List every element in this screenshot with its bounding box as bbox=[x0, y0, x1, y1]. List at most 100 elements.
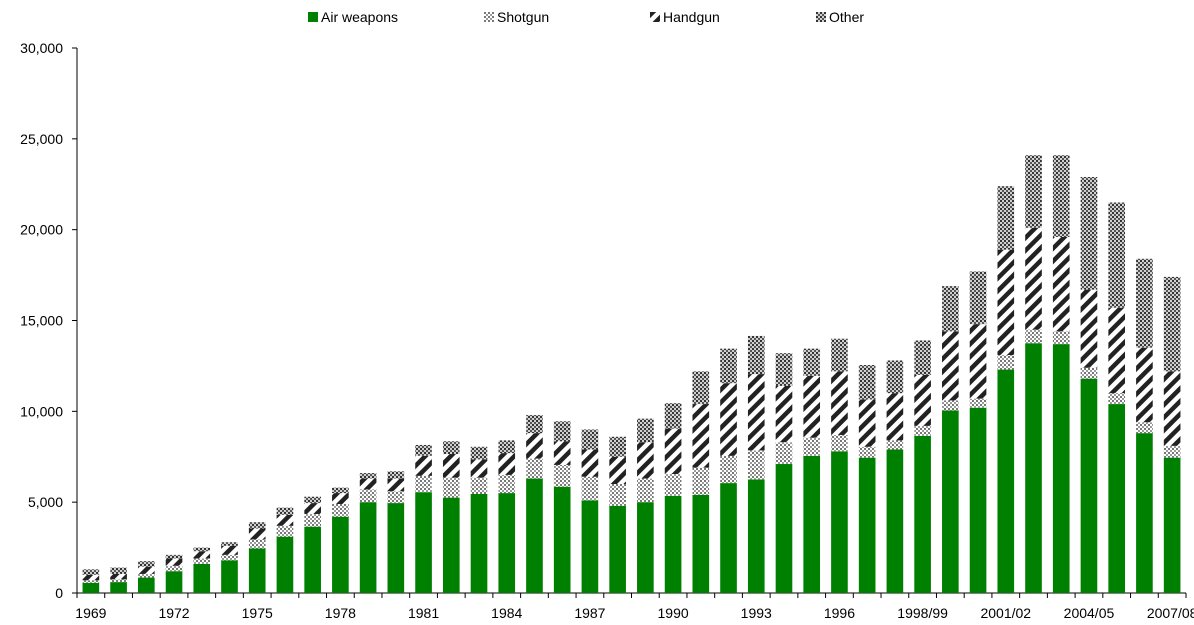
bar-segment-shotgun bbox=[803, 437, 821, 456]
bar-segment-handgun bbox=[581, 449, 599, 477]
bar-segment-handgun bbox=[609, 456, 626, 484]
legend-swatch bbox=[650, 12, 660, 22]
bar-segment-air-weapons bbox=[720, 483, 737, 593]
bar-segment-shotgun bbox=[110, 579, 127, 583]
bar-stack-1996 bbox=[831, 338, 848, 593]
bar-stack-1979 bbox=[359, 473, 377, 593]
legend-label: Shotgun bbox=[497, 9, 549, 25]
bar-segment-air-weapons bbox=[1052, 344, 1070, 593]
bar-stack-2003-04 bbox=[1052, 155, 1070, 593]
bar-segment-air-weapons bbox=[82, 583, 100, 593]
bar-segment-shotgun bbox=[747, 450, 765, 480]
bar-segment-air-weapons bbox=[359, 502, 377, 593]
bar-segment-handgun bbox=[831, 371, 848, 435]
bar-segment-shotgun bbox=[692, 467, 710, 495]
bar-segment-air-weapons bbox=[858, 457, 876, 593]
y-tick-label: 10,000 bbox=[20, 403, 63, 419]
bar-segment-other bbox=[831, 338, 848, 372]
bar-segment-shotgun bbox=[942, 400, 959, 411]
bar-stack-1985 bbox=[526, 414, 543, 593]
bar-segment-air-weapons bbox=[1136, 433, 1153, 593]
y-tick-label: 5,000 bbox=[28, 494, 63, 510]
bar-segment-handgun bbox=[692, 404, 710, 468]
bar-segment-handgun bbox=[387, 478, 405, 492]
bar-segment-other bbox=[1025, 155, 1042, 228]
bar-segment-other bbox=[1052, 155, 1070, 237]
bar-segment-handgun bbox=[1052, 236, 1070, 332]
y-tick-label: 15,000 bbox=[20, 313, 63, 329]
bar-segment-air-weapons bbox=[831, 451, 848, 593]
bar-segment-handgun bbox=[664, 428, 682, 475]
bar-stack-1972 bbox=[165, 554, 183, 593]
bar-segment-handgun bbox=[1136, 347, 1153, 423]
bar-segment-air-weapons bbox=[1163, 457, 1181, 593]
bar-stack-2006-07 bbox=[1136, 258, 1153, 593]
bar-stack-1987 bbox=[581, 429, 599, 593]
x-tick-label: 1972 bbox=[158, 605, 189, 621]
bar-segment-handgun bbox=[914, 375, 931, 426]
bar-segment-handgun bbox=[1025, 227, 1042, 330]
bar-segment-handgun bbox=[637, 442, 654, 479]
legend-label: Other bbox=[829, 9, 864, 25]
x-tick-label: 1981 bbox=[408, 605, 439, 621]
bar-segment-shotgun bbox=[1163, 445, 1181, 458]
bar-segment-shotgun bbox=[886, 440, 904, 450]
legend-label: Air weapons bbox=[321, 9, 398, 25]
bar-segment-other bbox=[969, 271, 987, 325]
bar-stack-1998 bbox=[886, 360, 904, 593]
bar-segment-shotgun bbox=[332, 503, 349, 517]
bar-segment-other bbox=[692, 371, 710, 405]
x-tick-label: 1993 bbox=[741, 605, 772, 621]
bar-segment-shotgun bbox=[637, 478, 654, 503]
bar-segment-other bbox=[415, 444, 432, 456]
bar-stack-2000-01 bbox=[969, 271, 987, 593]
bar-segment-handgun bbox=[942, 331, 959, 401]
bar-segment-air-weapons bbox=[775, 464, 793, 593]
bar-segment-air-weapons bbox=[1108, 404, 1126, 593]
bar-stack-1984 bbox=[498, 440, 516, 593]
bar-segment-handgun bbox=[110, 573, 127, 580]
bar-segment-shotgun bbox=[276, 525, 294, 537]
x-tick-label: 1998/99 bbox=[897, 605, 948, 621]
bar-segment-other bbox=[304, 496, 321, 504]
x-axis: 1969 1972 1975 1978 1981 1984 1987 1990 1993 1996… bbox=[75, 592, 1194, 621]
bar-segment-shotgun bbox=[831, 434, 848, 452]
x-tick-label: 1987 bbox=[574, 605, 605, 621]
bar-segment-air-weapons bbox=[221, 560, 238, 593]
bar-stack-1970 bbox=[110, 567, 127, 593]
bar-segment-handgun bbox=[969, 324, 987, 399]
bar-segment-other bbox=[942, 285, 959, 332]
bar-stack-1969 bbox=[82, 569, 100, 593]
bar-segment-handgun bbox=[359, 478, 377, 490]
bar-segment-other bbox=[1080, 176, 1098, 290]
bar-stack-1990 bbox=[664, 403, 682, 593]
x-tick-label: 1969 bbox=[75, 605, 106, 621]
x-tick-label: 2007/08 bbox=[1147, 605, 1194, 621]
bar-segment-shotgun bbox=[581, 476, 599, 501]
bar-segment-shotgun bbox=[1052, 331, 1070, 345]
bar-segment-air-weapons bbox=[498, 493, 516, 593]
y-tick-label: 0 bbox=[55, 585, 63, 601]
y-tick-label: 30,000 bbox=[20, 40, 63, 56]
bar-segment-handgun bbox=[720, 383, 737, 456]
bar-segment-handgun bbox=[1108, 307, 1126, 394]
bar-segment-handgun bbox=[276, 514, 294, 526]
bar-stack-1986 bbox=[553, 421, 571, 593]
bar-segment-shotgun bbox=[609, 484, 626, 506]
bar-segment-shotgun bbox=[664, 474, 682, 496]
bar-segment-shotgun bbox=[775, 442, 793, 465]
bar-segment-air-weapons bbox=[415, 492, 432, 593]
bar-segment-handgun bbox=[415, 455, 432, 476]
bar-stack-1981 bbox=[415, 444, 432, 593]
bar-segment-other bbox=[581, 429, 599, 450]
bar-segment-air-weapons bbox=[1080, 378, 1098, 593]
bar-segment-other bbox=[664, 403, 682, 429]
bar-segment-air-weapons bbox=[276, 536, 294, 593]
y-tick-label: 25,000 bbox=[20, 131, 63, 147]
bar-segment-handgun bbox=[442, 454, 460, 478]
x-tick-label: 1975 bbox=[242, 605, 273, 621]
legend-swatch bbox=[816, 12, 826, 22]
legend-label: Handgun bbox=[663, 9, 720, 25]
bar-segment-handgun bbox=[304, 503, 321, 514]
bar-segment-air-weapons bbox=[914, 435, 931, 593]
